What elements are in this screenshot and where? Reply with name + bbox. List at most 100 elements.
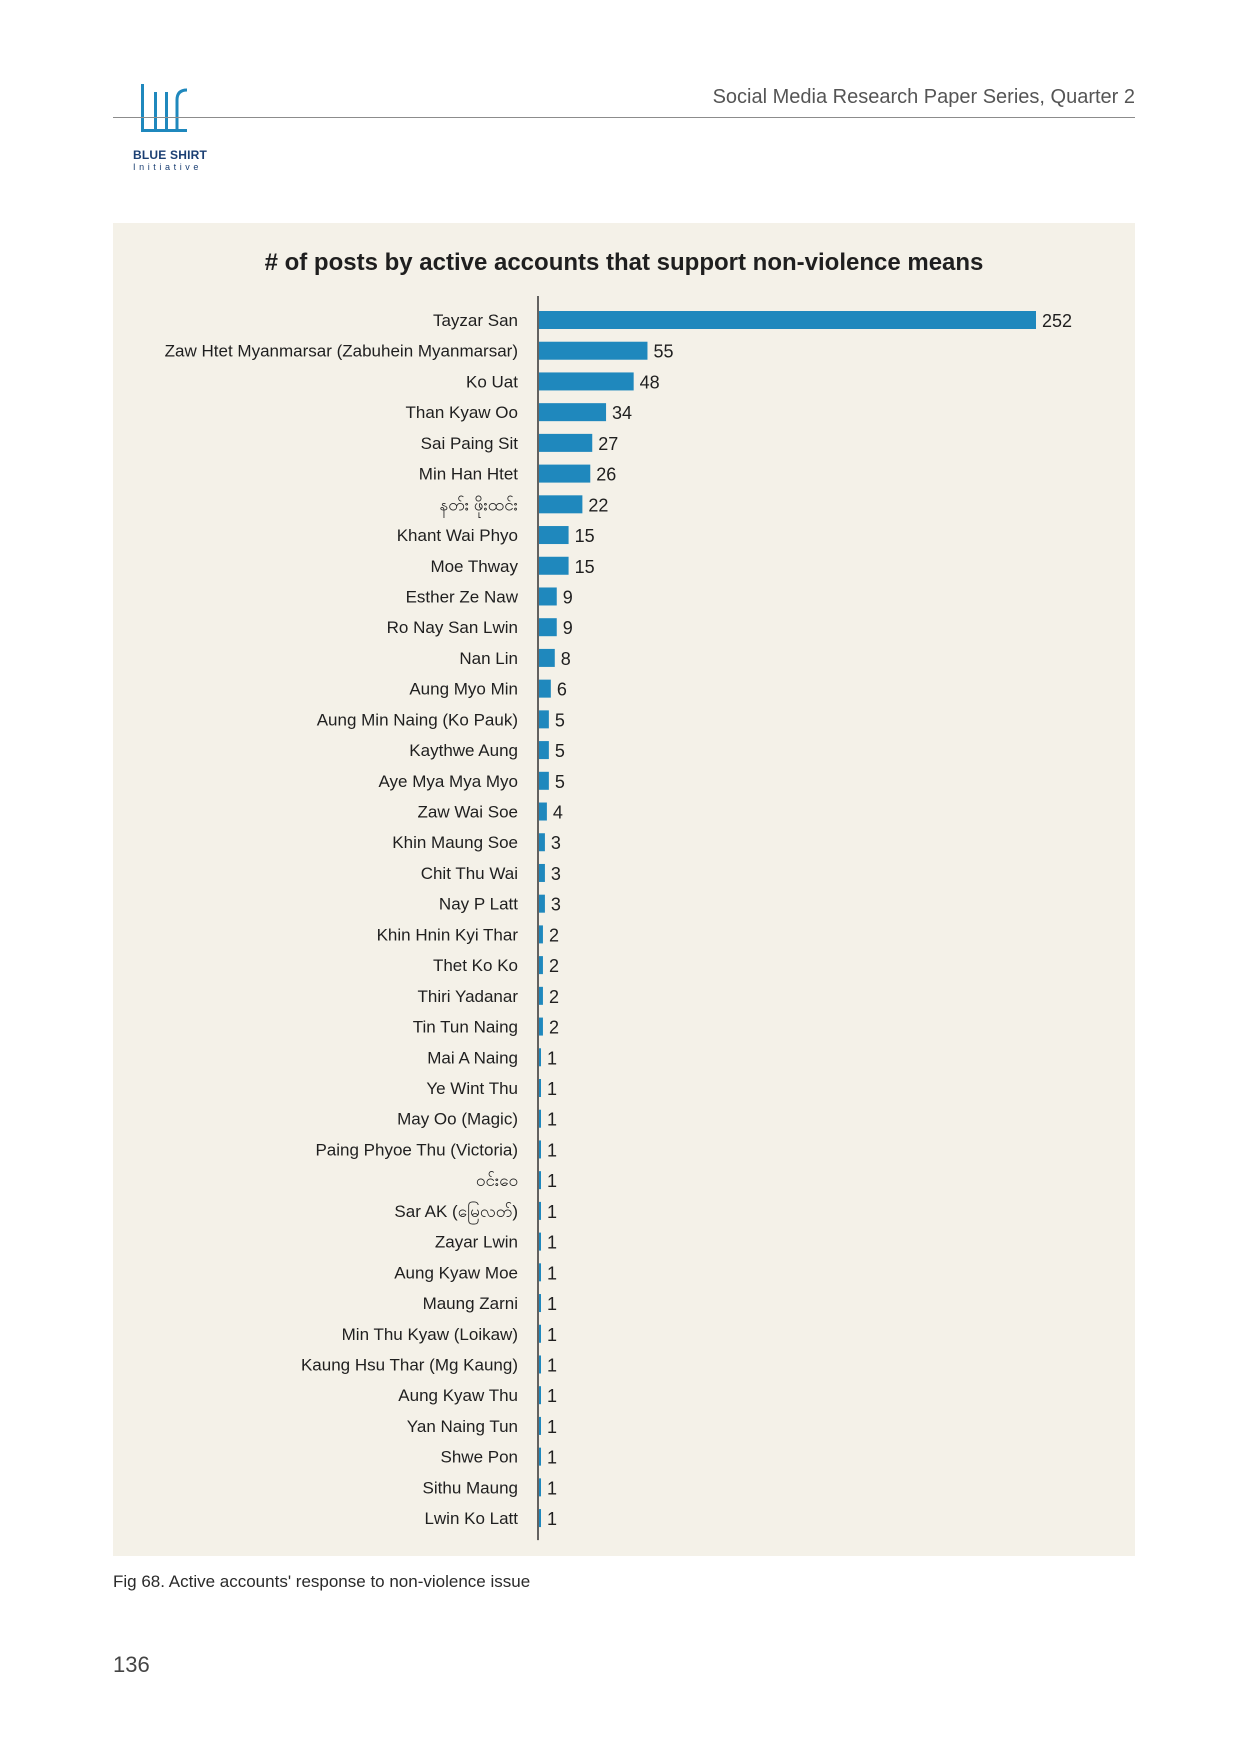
category-label: May Oo (Magic) bbox=[397, 1110, 518, 1129]
value-label: 9 bbox=[563, 618, 573, 638]
category-label: Sai Paing Sit bbox=[421, 434, 519, 453]
category-label: Thiri Yadanar bbox=[418, 987, 519, 1006]
value-label: 1 bbox=[547, 1048, 557, 1068]
value-label: 6 bbox=[557, 680, 567, 700]
value-label: 55 bbox=[653, 342, 673, 362]
category-label: Nan Lin bbox=[459, 649, 518, 668]
category-label: Thet Ko Ko bbox=[433, 956, 518, 975]
category-label: Aye Mya Mya Myo bbox=[378, 772, 518, 791]
category-label: Sar AK (မြေလတ်) bbox=[394, 1200, 518, 1225]
value-label: 3 bbox=[551, 833, 561, 853]
header-rule bbox=[113, 117, 1135, 118]
value-label: 27 bbox=[598, 434, 618, 454]
logo-name: BLUE SHIRT bbox=[133, 148, 207, 162]
category-label: Khin Maung Soe bbox=[392, 833, 518, 852]
value-label: 1 bbox=[547, 1417, 557, 1437]
value-label: 1 bbox=[547, 1355, 557, 1375]
bar bbox=[539, 833, 545, 852]
bar bbox=[539, 433, 593, 452]
logo-mark-icon bbox=[141, 84, 188, 132]
figure-caption: Fig 68. Active accounts' response to non… bbox=[113, 1572, 531, 1591]
value-label: 1 bbox=[547, 1202, 557, 1222]
bar bbox=[539, 1109, 541, 1128]
value-label: 252 bbox=[1042, 311, 1072, 331]
bar bbox=[539, 495, 583, 514]
value-label: 5 bbox=[555, 741, 565, 761]
bar bbox=[539, 618, 557, 637]
bar bbox=[539, 1447, 541, 1466]
category-label: Lwin Ko Latt bbox=[424, 1509, 518, 1528]
bar bbox=[539, 1355, 541, 1374]
bar bbox=[539, 311, 1036, 329]
value-label: 22 bbox=[588, 495, 608, 515]
category-label: Ye Wint Thu bbox=[426, 1079, 518, 1098]
bar bbox=[539, 863, 545, 882]
value-label: 1 bbox=[547, 1263, 557, 1283]
bar bbox=[539, 1294, 541, 1313]
bar bbox=[539, 894, 545, 913]
bar bbox=[539, 1048, 541, 1067]
category-label: Shwe Pon bbox=[441, 1448, 519, 1467]
value-label: 1 bbox=[547, 1079, 557, 1099]
category-label: Khin Hnin Kyi Thar bbox=[377, 925, 519, 944]
bar bbox=[539, 679, 551, 698]
category-label: Min Thu Kyaw (Loikaw) bbox=[342, 1325, 518, 1344]
value-label: 3 bbox=[551, 864, 561, 884]
category-label: Zayar Lwin bbox=[435, 1233, 518, 1252]
blue-shirt-logo: BLUE SHIRT Initiative bbox=[113, 82, 223, 177]
value-label: 2 bbox=[549, 987, 559, 1007]
bar bbox=[539, 648, 555, 667]
value-label: 26 bbox=[596, 465, 616, 485]
category-label: နတ်း ဖိုးထင်း bbox=[439, 495, 518, 518]
bar bbox=[539, 556, 569, 575]
bar bbox=[539, 986, 543, 1005]
value-label: 34 bbox=[612, 403, 632, 423]
bar bbox=[539, 1017, 543, 1036]
category-label: Aung Min Naing (Ko Pauk) bbox=[317, 710, 518, 729]
category-label: Zaw Wai Soe bbox=[418, 803, 518, 822]
bar bbox=[539, 771, 549, 790]
bar bbox=[539, 1232, 541, 1251]
category-label: Kaythwe Aung bbox=[409, 741, 518, 760]
series-title: Social Media Research Paper Series, Quar… bbox=[712, 86, 1135, 108]
bar bbox=[539, 1140, 541, 1159]
value-label: 9 bbox=[563, 587, 573, 607]
bar bbox=[539, 1324, 541, 1343]
value-label: 5 bbox=[555, 772, 565, 792]
category-label: Zaw Htet Myanmarsar (Zabuhein Myanmarsar… bbox=[165, 342, 518, 361]
category-label: ဝင်းဝေ bbox=[476, 1171, 518, 1190]
category-label: Sithu Maung bbox=[423, 1478, 518, 1497]
value-label: 2 bbox=[549, 1018, 559, 1038]
category-label: Yan Naing Tun bbox=[407, 1417, 518, 1436]
logo-subtitle: Initiative bbox=[133, 162, 203, 172]
value-label: 1 bbox=[547, 1478, 557, 1498]
bar bbox=[539, 1478, 541, 1497]
bar bbox=[539, 1386, 541, 1405]
value-label: 1 bbox=[547, 1294, 557, 1314]
value-label: 1 bbox=[547, 1509, 557, 1529]
chart-panel: # of posts by active accounts that suppo… bbox=[113, 223, 1135, 1556]
value-label: 15 bbox=[575, 557, 595, 577]
value-label: 8 bbox=[561, 649, 571, 669]
bar bbox=[539, 341, 648, 360]
bar bbox=[539, 1171, 541, 1190]
category-label: Tayzar San bbox=[433, 311, 518, 330]
value-label: 1 bbox=[547, 1171, 557, 1191]
value-label: 4 bbox=[553, 803, 563, 823]
value-label: 1 bbox=[547, 1233, 557, 1253]
bar bbox=[539, 1509, 541, 1528]
category-label: Aung Myo Min bbox=[409, 680, 518, 699]
bar bbox=[539, 587, 557, 606]
bar bbox=[539, 372, 634, 391]
bar bbox=[539, 956, 543, 975]
value-label: 1 bbox=[547, 1140, 557, 1160]
bar bbox=[539, 710, 549, 729]
bar bbox=[539, 925, 543, 944]
category-label: Mai A Naing bbox=[427, 1048, 518, 1067]
category-label: Maung Zarni bbox=[423, 1294, 518, 1313]
value-label: 1 bbox=[547, 1448, 557, 1468]
category-label: Moe Thway bbox=[430, 557, 518, 576]
category-label: Nay P Latt bbox=[439, 895, 518, 914]
category-label: Min Han Htet bbox=[419, 465, 518, 484]
